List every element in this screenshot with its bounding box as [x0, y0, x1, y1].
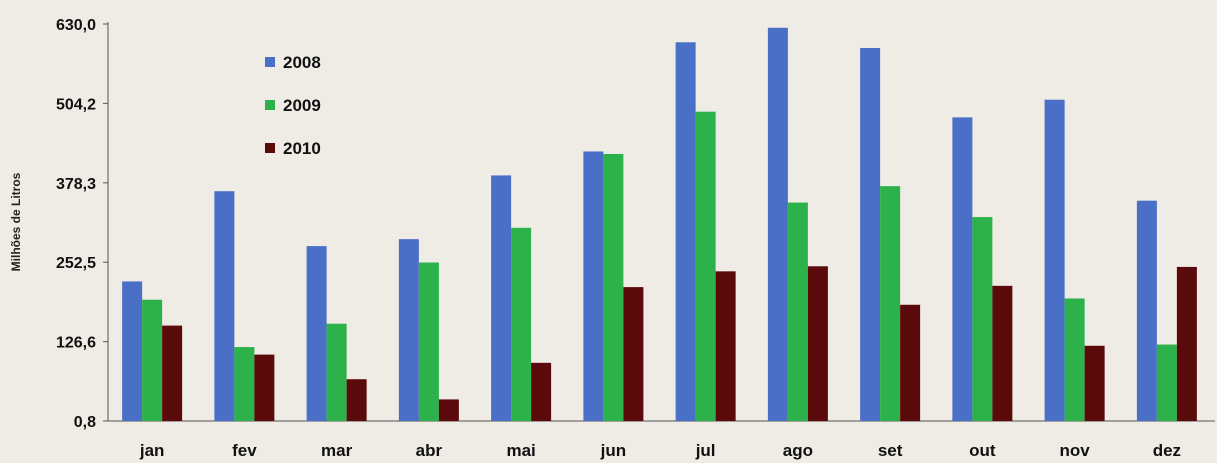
- legend-label: 2010: [283, 139, 321, 158]
- x-tick-label: dez: [1153, 441, 1181, 460]
- bar-2010-jun: [623, 287, 644, 421]
- bar-2008-jan: [122, 281, 143, 421]
- x-tick-label: ago: [783, 441, 813, 460]
- bar-2009-abr: [418, 262, 439, 421]
- x-tick-label: mai: [506, 441, 535, 460]
- bar-2008-mar: [306, 246, 327, 421]
- bar-2008-mai: [491, 175, 512, 421]
- bar-2010-mai: [531, 362, 552, 421]
- bar-2010-jan: [162, 325, 183, 421]
- y-tick-label: 0,8: [74, 414, 96, 431]
- bar-2009-jan: [142, 299, 163, 421]
- bar-2010-ago: [807, 266, 828, 421]
- x-tick-labels: jan fev mar abr mai jun jul ago set out nov dez: [139, 441, 1181, 460]
- bar-2008-nov: [1044, 99, 1065, 421]
- x-tick-label: nov: [1060, 441, 1091, 460]
- x-tick-label: out: [969, 441, 996, 460]
- x-tick-label: jan: [139, 441, 165, 460]
- bar-2009-mar: [326, 323, 347, 421]
- bar-2009-out: [972, 217, 993, 421]
- bar-2008-set: [860, 47, 881, 422]
- bar-2009-jun: [603, 153, 624, 421]
- axes: Milhões de Litros: [9, 22, 1215, 422]
- bar-2008-ago: [767, 27, 788, 421]
- legend-label: 2009: [283, 96, 321, 115]
- bar-2009-mai: [511, 227, 532, 421]
- bar-2010-out: [992, 285, 1013, 421]
- bars: [122, 27, 1197, 422]
- y-axis-title: Milhões de Litros: [9, 172, 23, 271]
- bar-2010-abr: [438, 399, 459, 421]
- y-tick-label: 252,5: [56, 255, 96, 272]
- y-tick-label: 378,3: [56, 176, 96, 193]
- x-tick-label: jul: [695, 441, 716, 460]
- bar-2010-mar: [346, 379, 367, 421]
- bar-2008-fev: [214, 191, 235, 421]
- y-tick-label: 504,2: [56, 96, 96, 113]
- bar-2008-abr: [398, 239, 419, 421]
- bar-2009-set: [880, 186, 901, 421]
- y-tick-label: 630,0: [56, 17, 96, 34]
- bar-2008-dez: [1136, 200, 1157, 421]
- bar-2008-out: [952, 117, 973, 421]
- legend-swatch-2009: [265, 100, 275, 110]
- bar-2010-jul: [715, 271, 736, 421]
- y-tick-labels: 630,0 504,2 378,3 252,5 126,6 0,8: [56, 17, 108, 431]
- bar-2009-jul: [695, 111, 716, 421]
- legend-swatch-2010: [265, 143, 275, 153]
- bar-2010-set: [900, 304, 921, 421]
- y-tick-label: 126,6: [56, 335, 96, 352]
- legend: 2008 2009 2010: [265, 53, 321, 158]
- bar-2010-nov: [1084, 345, 1105, 421]
- bar-2010-dez: [1176, 266, 1197, 421]
- bar-2008-jul: [675, 42, 696, 421]
- bar-2009-fev: [234, 347, 255, 421]
- x-tick-label: fev: [232, 441, 257, 460]
- x-tick-label: mar: [321, 441, 353, 460]
- bar-2009-nov: [1064, 298, 1085, 421]
- bar-2010-fev: [254, 354, 275, 421]
- x-tick-label: abr: [416, 441, 443, 460]
- x-tick-label: set: [878, 441, 903, 460]
- legend-swatch-2008: [265, 57, 275, 67]
- bar-2008-jun: [583, 151, 604, 421]
- bar-2009-dez: [1156, 344, 1177, 421]
- legend-label: 2008: [283, 53, 321, 72]
- bar-2009-ago: [787, 202, 808, 421]
- x-tick-label: jun: [600, 441, 627, 460]
